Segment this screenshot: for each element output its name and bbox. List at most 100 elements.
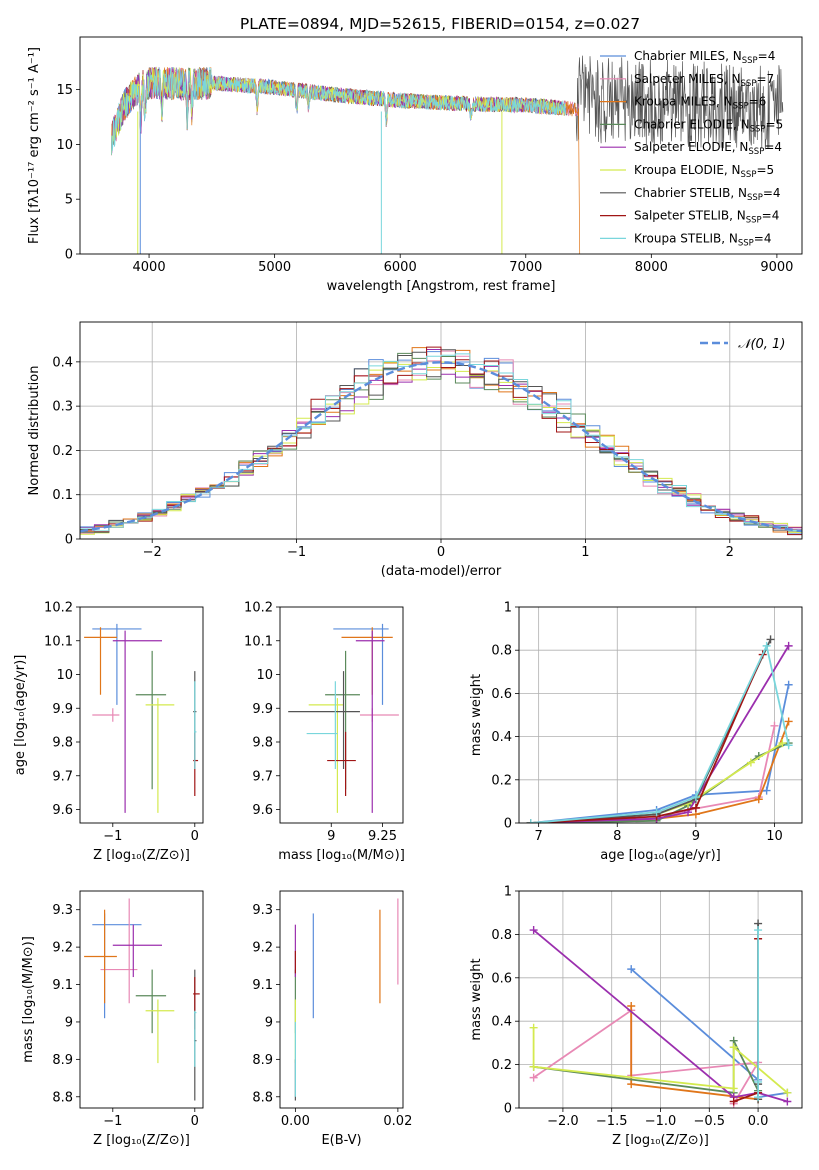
y-tick-label: 9.1 (252, 978, 273, 993)
legend-entry: Kroupa STELIB, NSSP=4 (634, 231, 772, 248)
y-tick-label: 0.3 (52, 400, 73, 415)
weight-marker (754, 1093, 763, 1102)
weight-marker (627, 965, 636, 974)
axes-frame (79, 890, 204, 1109)
x-tick-label: 0.02 (383, 1114, 412, 1129)
weight-marker (783, 1088, 792, 1097)
x-axis-label: E(B-V) (321, 1133, 361, 1148)
weight-series-kroupa-elodie (529, 1023, 792, 1097)
errorbar-chabrier-stelib (288, 671, 360, 769)
weight-series-kroupa-stelib (754, 926, 763, 1102)
errorbar-salpeter-elodie (355, 630, 385, 813)
y-tick-label: 10 (56, 668, 73, 683)
errorbar-kroupa-stelib (306, 681, 338, 769)
y-tick-label: 9.6 (52, 803, 73, 818)
x-axis-label: mass [log₁₀(M/M⊙)] (278, 848, 405, 863)
spectrum-line-kroupa-stelib (111, 67, 567, 155)
weight-marker (766, 635, 775, 644)
y-tick-label: 0 (65, 533, 73, 548)
y-tick-label: 0.2 (491, 1058, 512, 1073)
errorbar-salpeter-elodie (112, 630, 162, 813)
spectrum-line-kroupa-elodie (111, 67, 567, 156)
errorbar-kroupa-stelib (193, 681, 197, 769)
legend-entry: Chabrier ELODIE, NSSP=5 (634, 117, 783, 134)
y-tick-label: 10.1 (44, 634, 73, 649)
ticks-mass-vs-ebv: 0.00 0.02 8.8 8.9 9 9.1 9.2 9.3 (252, 903, 412, 1129)
y-tick-label: 8.8 (52, 1090, 73, 1105)
weight-line (530, 654, 764, 823)
weight-marker (691, 803, 700, 812)
errorbar-salpeter-miles (100, 898, 138, 1004)
x-tick-label: −0.5 (694, 1114, 726, 1129)
axes-frame (279, 890, 404, 1109)
weight-marker (762, 786, 771, 795)
errorbar-chabrier-miles (333, 623, 389, 705)
x-tick-label: 2 (726, 545, 734, 560)
plot-area-mass-vs-ebv (294, 898, 399, 1101)
y-axis-label: Flux [fλ10⁻¹⁷ erg cm⁻² s⁻¹ A⁻¹] (27, 47, 42, 244)
axes-mass-vs-Z: −1 0 8.8 8.9 9 9.1 9.2 9.3 Z [log₁₀(Z/Z⊙)] mass [… (21, 890, 204, 1148)
axes-frame (79, 36, 803, 255)
y-tick-label: 15 (56, 83, 73, 98)
weight-series-salpeter-elodie (526, 641, 793, 823)
weight-marker (691, 793, 700, 802)
x-tick-label: 7 (535, 829, 543, 844)
y-tick-label: 0 (65, 248, 73, 263)
axes-residuals: −2 −1 0 1 2 0 0.1 0.2 0.3 0.4 (data-model)/error No… (27, 321, 803, 579)
errorbar-kroupa-stelib (193, 1010, 197, 1067)
weight-marker (529, 1062, 538, 1071)
x-tick-label: 9 (327, 829, 335, 844)
y-tick-label: 0.2 (52, 444, 73, 459)
y-tick-label: 1 (504, 885, 512, 900)
ticks-spectrum: 4000 5000 6000 7000 8000 9000 0 5 10 15 (56, 83, 793, 275)
legend-entry: Chabrier MILES, NSSP=4 (634, 49, 775, 66)
ticks-age-vs-mass: 9 9.25 9.6 9.7 9.8 9.9 10 10.1 10.2 (244, 601, 397, 845)
y-tick-label: 0 (504, 817, 512, 832)
x-tick-label: −1 (103, 829, 122, 844)
axes-frame (518, 890, 803, 1109)
y-tick-label: 0 (504, 1102, 512, 1117)
weight-marker (526, 819, 535, 823)
weight-marker (729, 1097, 738, 1106)
axes-layer: 4000 5000 6000 7000 8000 9000051015wavelength… (13, 36, 803, 1148)
y-tick-label: 0.1 (52, 488, 73, 503)
y-tick-label: 9.7 (252, 769, 273, 784)
weight-marker (784, 741, 793, 750)
x-tick-label: 9.25 (368, 829, 397, 844)
weight-marker (754, 795, 763, 804)
y-tick-label: 9.9 (252, 702, 273, 717)
y-tick-label: 8.9 (252, 1053, 273, 1068)
legend-entry: Salpeter STELIB, NSSP=4 (634, 209, 779, 226)
plot-area-weight-vs-Z (529, 919, 792, 1108)
y-axis-label: mass weight (469, 674, 484, 756)
weight-series-chabrier-miles (526, 680, 793, 823)
legend-entry: Kroupa ELODIE, NSSP=5 (634, 163, 774, 180)
weight-line (530, 645, 790, 823)
y-tick-label: 10.1 (244, 634, 273, 649)
x-axis-label: (data-model)/error (381, 564, 502, 579)
plot-area-age-vs-Z (84, 623, 199, 813)
x-axis-label: Z [log₁₀(Z/Z⊙)] (93, 848, 190, 863)
errorbar-salpeter-stelib (193, 977, 200, 1030)
weight-marker (778, 739, 787, 748)
y-tick-label: 9.3 (52, 903, 73, 918)
axes-age-vs-Z: −1 0 9.6 9.7 9.8 9.9 10 10.1 10.2 Z [log₁₀(Z/Z⊙)]… (13, 601, 204, 863)
y-tick-label: 9.2 (252, 941, 273, 956)
x-tick-label: 0 (191, 829, 199, 844)
x-tick-label: 10 (766, 829, 783, 844)
x-axis-label: Z [log₁₀(Z/Z⊙)] (93, 1133, 190, 1148)
errorbar-kroupa-elodie (145, 698, 175, 813)
axes-age-vs-mass: 9 9.25 9.6 9.7 9.8 9.9 10 10.1 10.2 mass [log₁₀(M… (244, 601, 405, 864)
y-tick-label: 9 (65, 1015, 73, 1030)
errorbar-chabrier-elodie (325, 650, 360, 790)
axes-frame (79, 321, 803, 540)
errorbar-salpeter-elodie (112, 924, 162, 978)
weight-line (530, 639, 772, 823)
ticks-mass-vs-Z: −1 0 8.8 8.9 9 9.1 9.2 9.3 (52, 903, 199, 1129)
y-axis-label: age [log₁₀(age/yr)] (13, 655, 28, 776)
errorbar-chabrier-elodie (135, 969, 167, 1034)
x-axis-label: Z [log₁₀(Z/Z⊙)] (612, 1133, 709, 1148)
y-tick-label: 0.6 (491, 687, 512, 702)
weight-marker (754, 1077, 763, 1086)
x-tick-label: 8 (613, 829, 621, 844)
